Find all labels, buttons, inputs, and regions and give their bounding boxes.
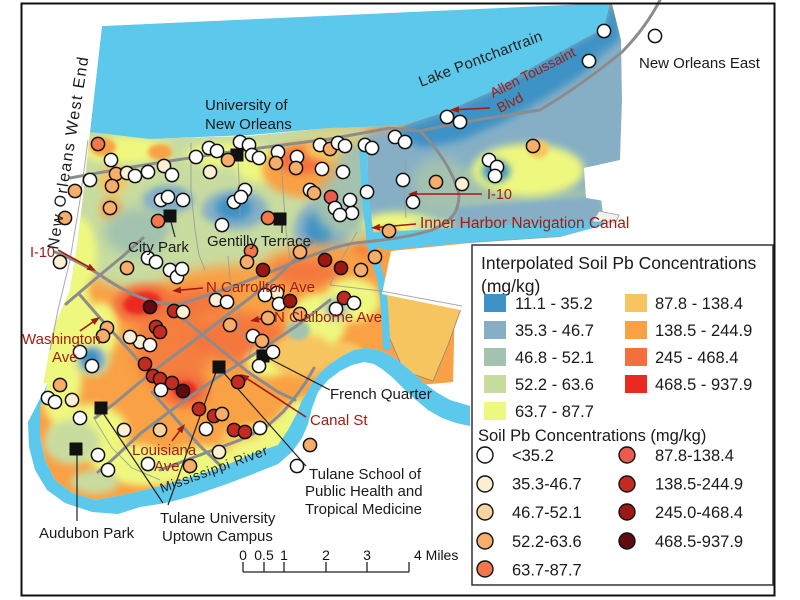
svg-text:52.2-63.6: 52.2-63.6	[512, 533, 582, 551]
svg-text:468.5 - 937.9: 468.5 - 937.9	[655, 376, 752, 394]
svg-text:Tulane School of: Tulane School of	[309, 466, 422, 483]
svg-text:University of: University of	[205, 97, 288, 114]
svg-text:I-10: I-10	[487, 187, 512, 203]
svg-text:46.7-52.1: 46.7-52.1	[512, 504, 582, 522]
svg-text:245.0-468.4: 245.0-468.4	[655, 504, 743, 522]
svg-text:2: 2	[322, 547, 330, 563]
svg-text:63.7 - 87.7: 63.7 - 87.7	[515, 403, 594, 421]
svg-text:N Carrollton Ave: N Carrollton Ave	[206, 279, 315, 296]
svg-text:N Claiborne Ave: N Claiborne Ave	[274, 309, 382, 326]
svg-text:Audubon Park: Audubon Park	[39, 525, 135, 542]
svg-text:11.1 - 35.2: 11.1 - 35.2	[515, 295, 593, 313]
svg-text:Ave: Ave	[154, 458, 180, 475]
svg-text:468.5-937.9: 468.5-937.9	[655, 533, 743, 551]
svg-text:3: 3	[363, 547, 371, 563]
svg-text:1: 1	[280, 547, 288, 563]
svg-text:City Park: City Park	[128, 239, 189, 256]
svg-text:New Orleans East: New Orleans East	[639, 55, 761, 72]
svg-text:138.5-244.9: 138.5-244.9	[655, 476, 743, 494]
svg-text:Public Health and: Public Health and	[305, 483, 423, 500]
svg-text:Inner Harbor Navigation Canal: Inner Harbor Navigation Canal	[420, 215, 629, 232]
svg-text:35.3-46.7: 35.3-46.7	[512, 476, 582, 494]
svg-text:<35.2: <35.2	[512, 447, 554, 465]
svg-text:Interpolated Soil Pb Concentra: Interpolated Soil Pb Concentrations	[481, 253, 757, 273]
svg-text:0.5: 0.5	[254, 547, 274, 563]
svg-text:Soil Pb Concentrations (mg/kg): Soil Pb Concentrations (mg/kg)	[478, 427, 706, 445]
svg-text:Tropical Medicine: Tropical Medicine	[305, 501, 422, 518]
svg-text:87.8 - 138.4: 87.8 - 138.4	[655, 295, 743, 313]
svg-text:87.8-138.4: 87.8-138.4	[655, 447, 734, 465]
svg-text:Ave: Ave	[52, 349, 78, 366]
svg-text:138.5 - 244.9: 138.5 - 244.9	[655, 322, 752, 340]
svg-text:4 Miles: 4 Miles	[414, 547, 458, 563]
svg-text:Washington: Washington	[22, 331, 101, 348]
svg-text:(mg/kg): (mg/kg)	[481, 276, 540, 296]
svg-text:Gentilly Terrace: Gentilly Terrace	[207, 233, 311, 250]
svg-text:French Quarter: French Quarter	[330, 386, 432, 403]
svg-text:52.2 - 63.6: 52.2 - 63.6	[515, 376, 594, 394]
svg-text:245 - 468.4: 245 - 468.4	[655, 349, 738, 367]
svg-text:63.7-87.7: 63.7-87.7	[512, 561, 582, 579]
svg-text:Tulane University: Tulane University	[160, 510, 276, 527]
svg-text:0: 0	[239, 547, 247, 563]
svg-text:Louisiana: Louisiana	[132, 442, 197, 459]
svg-text:I-10: I-10	[30, 245, 55, 261]
svg-text:Canal St: Canal St	[310, 412, 368, 429]
svg-text:35.3 - 46.7: 35.3 - 46.7	[515, 322, 594, 340]
svg-text:46.8 - 52.1: 46.8 - 52.1	[515, 349, 594, 367]
svg-text:Uptown Campus: Uptown Campus	[162, 528, 273, 545]
svg-text:New Orleans: New Orleans	[205, 116, 292, 133]
